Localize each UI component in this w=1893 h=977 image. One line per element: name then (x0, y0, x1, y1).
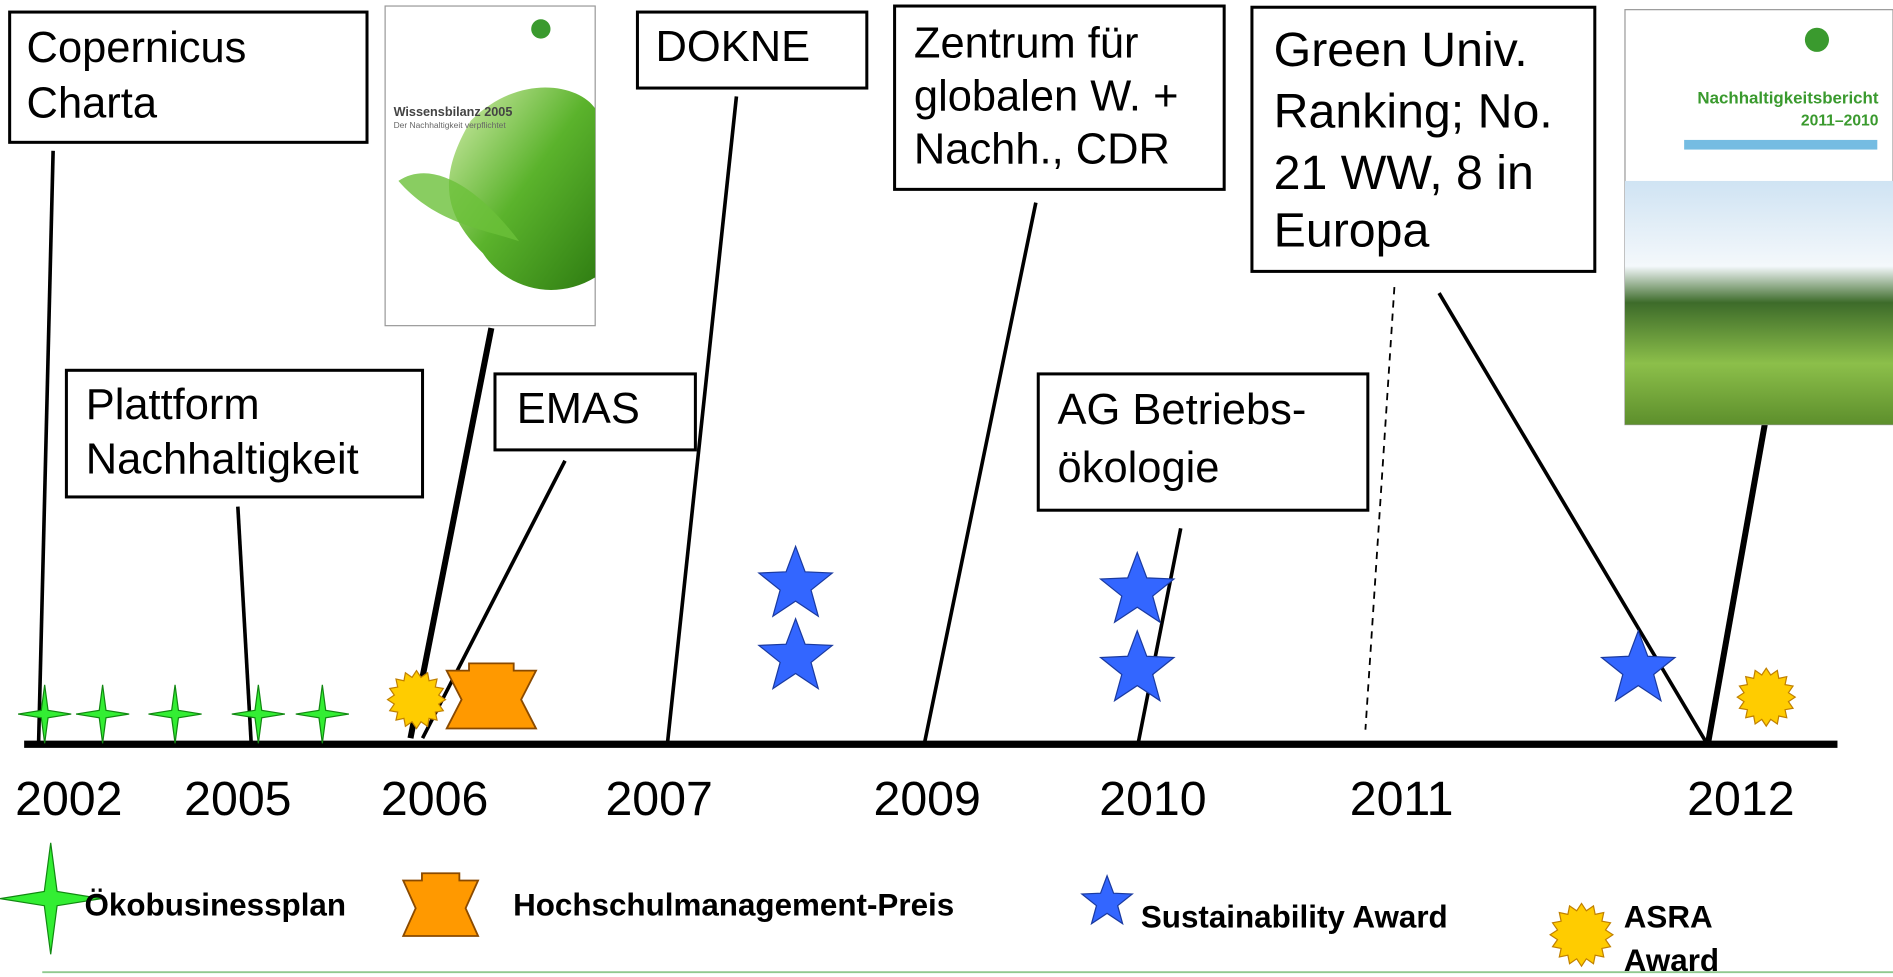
event-text: Nachh., CDR (914, 125, 1170, 173)
cover-wissensbilanz: Wissensbilanz 2005 Der Nachhaltigkeit ve… (385, 6, 595, 326)
sustainability-award-icon (1101, 631, 1174, 701)
year-label: 2006 (381, 772, 488, 826)
asra-award-icon (1550, 903, 1613, 966)
legend: Ökobusinessplan Hochschulmanagement-Prei… (85, 887, 1720, 977)
legend-label: ASRA (1624, 899, 1713, 934)
asra-award-icon (1737, 668, 1795, 726)
event-text: Copernicus (27, 24, 247, 72)
legend-label: Hochschulmanagement-Preis (513, 887, 954, 922)
oekobusinessplan-icon (296, 685, 349, 743)
event-text: EMAS (517, 385, 640, 433)
connector (39, 151, 53, 742)
event-text: Ranking; No. (1274, 84, 1553, 138)
event-text: DOKNE (656, 23, 811, 71)
event-text: Plattform (86, 381, 260, 429)
sustainability-award-icon (759, 546, 832, 616)
hochschulmanagement-icon (447, 663, 536, 728)
sustainability-award-icon (1082, 876, 1132, 924)
connector (238, 507, 251, 742)
event-text: 21 WW, 8 in (1274, 146, 1534, 200)
sustainability-award-icon (1602, 631, 1675, 701)
legend-label: Ökobusinessplan (85, 887, 347, 922)
oekobusinessplan-icon (232, 685, 285, 743)
event-text: Green Univ. (1274, 23, 1528, 77)
asra-award-icon (388, 671, 446, 729)
year-label: 2012 (1687, 772, 1794, 826)
hochschulmanagement-icon (403, 873, 478, 936)
event-text: Nachhaltigkeit (86, 435, 359, 483)
legend-label: Sustainability Award (1141, 899, 1448, 934)
event-boxes: Copernicus Charta Plattform Nachhaltigke… (10, 6, 1595, 510)
year-label: 2010 (1099, 772, 1206, 826)
oekobusinessplan-icon (76, 685, 129, 743)
event-text: Zentrum für (914, 19, 1139, 67)
year-label: 2002 (15, 772, 122, 826)
oekobusinessplan-icon (18, 685, 71, 743)
timeline-slide: Wissensbilanz 2005 Der Nachhaltigkeit ve… (0, 0, 1893, 977)
years: 2002 2005 2006 2007 2009 2010 2011 2012 (15, 772, 1794, 826)
year-label: 2011 (1350, 772, 1454, 826)
year-label: 2007 (605, 772, 712, 826)
cover-subtitle: 2011–2010 (1801, 112, 1879, 129)
event-text: ökologie (1058, 444, 1220, 492)
event-text: Charta (27, 80, 158, 128)
event-text: globalen W. + (914, 72, 1179, 120)
event-text: AG Betriebs- (1058, 386, 1307, 434)
connector (925, 203, 1036, 742)
sustainability-award-icon (759, 619, 832, 689)
event-text: Europa (1274, 204, 1430, 258)
oekobusinessplan-icon (148, 685, 201, 743)
cover-title: Nachhaltigkeitsbericht (1697, 89, 1878, 108)
connector (1138, 528, 1180, 741)
year-label: 2005 (184, 772, 291, 826)
dashed-connector (1365, 287, 1394, 730)
cover-subtitle: Der Nachhaltigkeit verpflichtet (394, 120, 507, 130)
cover-nachhaltigkeitsbericht: Nachhaltigkeitsbericht 2011–2010 (1625, 10, 1893, 425)
cover-title: Wissensbilanz 2005 (394, 105, 513, 119)
year-label: 2009 (873, 772, 980, 826)
